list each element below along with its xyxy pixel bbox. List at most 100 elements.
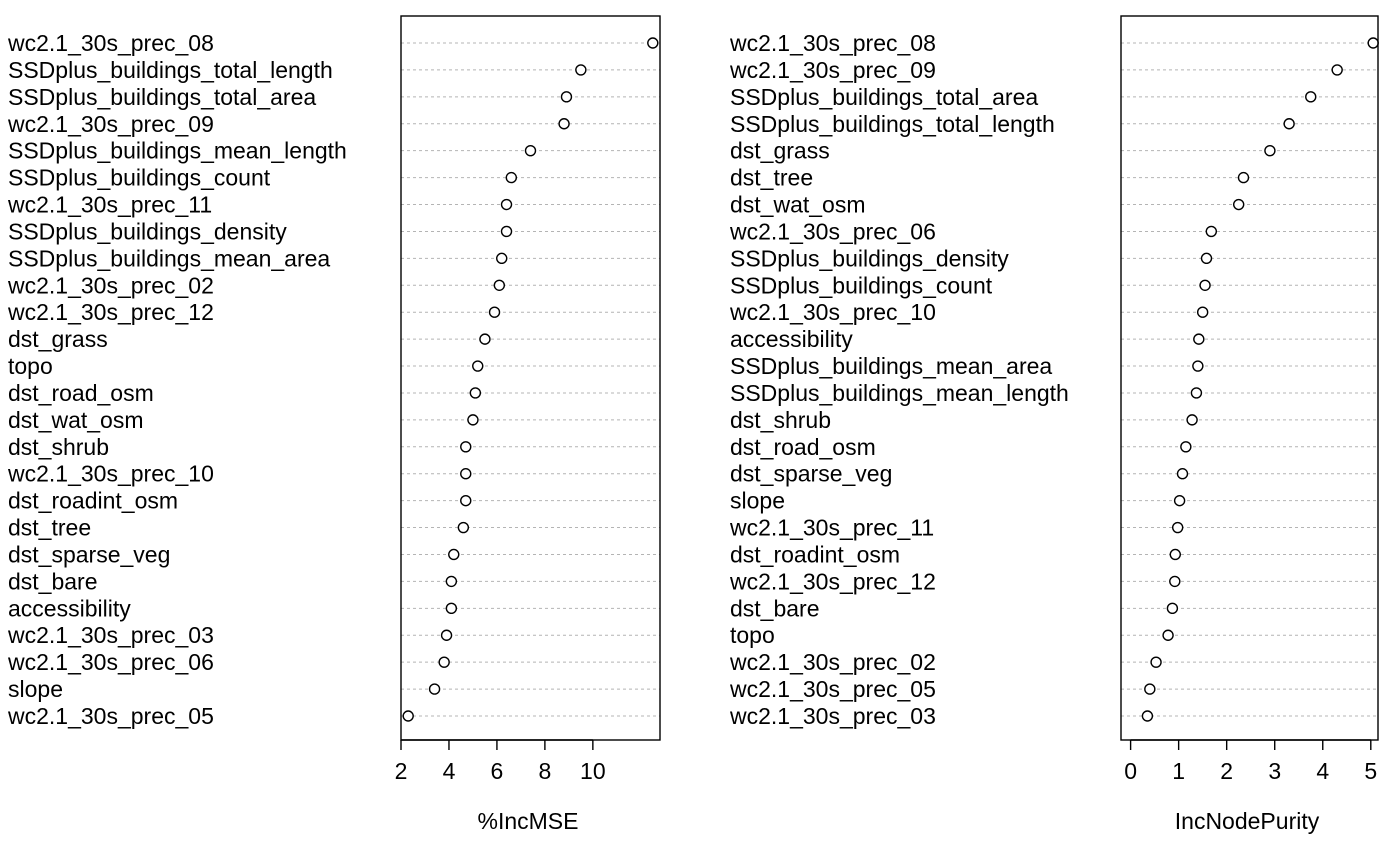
variable-label: dst_tree	[8, 515, 91, 541]
variable-label: wc2.1_30s_prec_06	[7, 649, 214, 675]
variable-label: accessibility	[8, 595, 131, 621]
variable-label: dst_wat_osm	[730, 192, 866, 218]
importance-point	[1232, 198, 1245, 211]
importance-point	[460, 494, 472, 507]
importance-point	[1169, 548, 1181, 561]
variable-label: accessibility	[730, 326, 853, 352]
importance-point	[479, 333, 491, 345]
x-tick-label: 4	[443, 758, 456, 784]
importance-point	[1196, 306, 1209, 318]
variable-label: SSDplus_buildings_mean_length	[730, 380, 1069, 406]
importance-point	[1166, 602, 1179, 615]
variable-label: dst_grass	[8, 326, 108, 352]
importance-point	[1193, 333, 1205, 345]
importance-point	[460, 441, 472, 453]
plot-frame	[1120, 15, 1379, 741]
importance-point	[1176, 468, 1189, 480]
variable-label: wc2.1_30s_prec_10	[729, 299, 936, 325]
importance-point	[1305, 91, 1317, 103]
importance-point	[500, 198, 513, 211]
variable-label: wc2.1_30s_prec_09	[729, 57, 936, 83]
variable-label: wc2.1_30s_prec_03	[7, 622, 214, 648]
variable-label: wc2.1_30s_prec_06	[729, 218, 936, 244]
variable-label: SSDplus_buildings_total_length	[730, 111, 1055, 137]
importance-point	[524, 144, 537, 157]
x-tick-label: 8	[538, 758, 551, 784]
variable-label: wc2.1_30s_prec_11	[729, 515, 934, 541]
variable-label: wc2.1_30s_prec_10	[7, 461, 214, 487]
importance-point	[1144, 683, 1156, 695]
variable-label: wc2.1_30s_prec_08	[7, 30, 214, 56]
variable-label: wc2.1_30s_prec_05	[729, 676, 936, 702]
importance-point	[472, 360, 484, 372]
variable-label: wc2.1_30s_prec_09	[7, 111, 214, 137]
importance-point	[1169, 575, 1181, 588]
x-axis-label: %IncMSE	[478, 808, 579, 834]
variable-label: SSDplus_buildings_total_area	[730, 84, 1038, 110]
variable-label: SSDplus_buildings_density	[730, 245, 1009, 271]
importance-point	[1205, 225, 1218, 238]
variable-label: dst_bare	[730, 595, 820, 621]
importance-point	[445, 602, 458, 615]
importance-point	[1237, 171, 1250, 184]
importance-point	[1200, 252, 1213, 265]
x-tick-label: 4	[1316, 758, 1329, 784]
variable-label: SSDplus_buildings_count	[8, 165, 271, 191]
variable-label: dst_sparse_veg	[8, 541, 170, 567]
importance-point	[1171, 521, 1184, 534]
variable-label: topo	[8, 353, 53, 379]
importance-point	[1331, 64, 1343, 76]
variable-label: wc2.1_30s_prec_02	[7, 272, 214, 298]
x-tick-label: 2	[395, 758, 408, 784]
importance-point	[575, 64, 587, 76]
variable-label: wc2.1_30s_prec_12	[7, 299, 214, 325]
importance-point	[560, 91, 573, 103]
importance-point	[428, 683, 441, 695]
importance-point	[493, 279, 506, 291]
importance-point	[1150, 656, 1162, 668]
importance-point	[1283, 118, 1295, 130]
variable-label: SSDplus_buildings_mean_area	[730, 353, 1052, 379]
importance-point	[488, 306, 501, 318]
variable-label: topo	[730, 622, 775, 648]
importance-point	[1141, 710, 1154, 722]
importance-point	[457, 521, 470, 534]
importance-point	[1162, 629, 1174, 641]
variable-label: SSDplus_buildings_density	[8, 218, 287, 244]
variable-label: dst_shrub	[730, 407, 831, 433]
importance-point	[1186, 414, 1198, 426]
variable-label: SSDplus_buildings_mean_length	[8, 138, 347, 164]
variable-label: SSDplus_buildings_count	[730, 272, 993, 298]
variable-label: wc2.1_30s_prec_02	[729, 649, 936, 675]
importance-point	[448, 548, 460, 561]
variable-label: dst_bare	[8, 568, 98, 594]
incnodepurity-panel: wc2.1_30s_prec_08wc2.1_30s_prec_09SSDplu…	[729, 15, 1379, 834]
importance-point	[438, 656, 450, 668]
incmse-panel: wc2.1_30s_prec_08 SSDplus_buildings_total…	[7, 15, 661, 834]
importance-point	[1367, 37, 1379, 49]
variable-label: SSDplus_buildings_mean_area	[8, 245, 330, 271]
variable-label: wc2.1_30s_prec_05	[7, 703, 214, 729]
x-tick-label: 2	[1220, 758, 1233, 784]
importance-point	[496, 252, 508, 265]
variable-label: dst_wat_osm	[8, 407, 144, 433]
x-tick-label: 5	[1364, 758, 1377, 784]
variable-label: dst_grass	[730, 138, 830, 164]
variable-label: slope	[8, 676, 63, 702]
importance-point	[647, 37, 659, 49]
variable-label: dst_road_osm	[730, 434, 876, 460]
importance-point	[445, 575, 458, 588]
importance-point	[500, 225, 513, 238]
variable-label: SSDplus_buildings_total_area	[8, 84, 316, 110]
importance-point	[1173, 494, 1186, 507]
x-tick-label: 6	[491, 758, 504, 784]
importance-point	[1264, 144, 1276, 157]
variable-label: wc2.1_30s_prec_08	[729, 30, 936, 56]
variable-label: slope	[730, 488, 785, 514]
x-tick-label: 10	[580, 758, 606, 784]
importance-point	[402, 710, 414, 722]
variable-label: dst_tree	[730, 165, 813, 191]
variable-label: wc2.1_30s_prec_03	[729, 703, 936, 729]
x-tick-label: 1	[1172, 758, 1185, 784]
